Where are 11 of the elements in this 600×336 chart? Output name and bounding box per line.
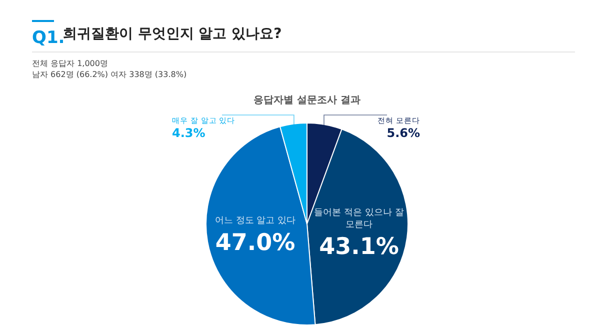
chart-title: 희귀질환이 무엇인지 알고 있나요? [63, 26, 282, 42]
text: 남자 662명 (66.2%) 여자 338명 (33.8%) [32, 70, 187, 79]
slice-label: 들어본 적은 있으나 잘 모른다 [314, 208, 404, 230]
data-label: 4.3% [172, 126, 206, 140]
data-label: 43.1% [319, 234, 399, 260]
text: 응답자별 설문조사 결과 [254, 95, 360, 106]
data-label: 47.0% [215, 230, 296, 256]
text: 전체 응답자 1,000명 [32, 59, 108, 68]
data-label: 5.6% [386, 126, 420, 140]
text: Q1. [32, 28, 65, 48]
slice-label: 어느 정도 알고 있다 [214, 216, 296, 226]
